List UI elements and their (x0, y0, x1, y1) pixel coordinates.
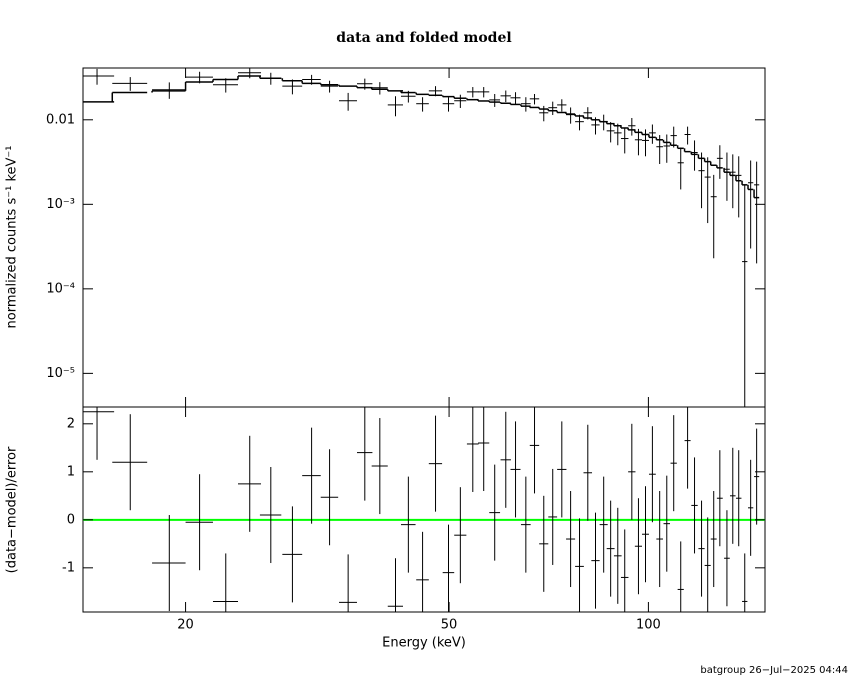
plot-frame (82, 67, 766, 408)
x-tick-label: 50 (441, 618, 458, 633)
plot-frame (82, 406, 766, 613)
y-axis-label: (data−model)/error (5, 446, 20, 573)
y-tick-label: 0 (67, 512, 75, 527)
y-axis-label: normalized counts s⁻¹ keV⁻¹ (5, 146, 20, 329)
y-tick-label: 0.01 (46, 112, 75, 127)
y-tick-label: 1 (67, 464, 75, 479)
x-axis-label: Energy (keV) (382, 636, 466, 651)
y-tick-label: 10⁻⁵ (46, 366, 75, 381)
top-panel (83, 68, 760, 407)
x-tick-label: 20 (177, 618, 194, 633)
y-tick-label: -1 (62, 560, 75, 575)
x-tick-label: 100 (636, 618, 661, 633)
chart-title: data and folded model (336, 30, 511, 46)
y-tick-label: 2 (67, 416, 75, 431)
y-tick-label: 10⁻⁴ (46, 281, 75, 296)
footer: batgroup 26−Jul−2025 04:44 (700, 665, 848, 676)
y-tick-label: 10⁻³ (46, 197, 75, 212)
bottom-panel (83, 407, 765, 612)
